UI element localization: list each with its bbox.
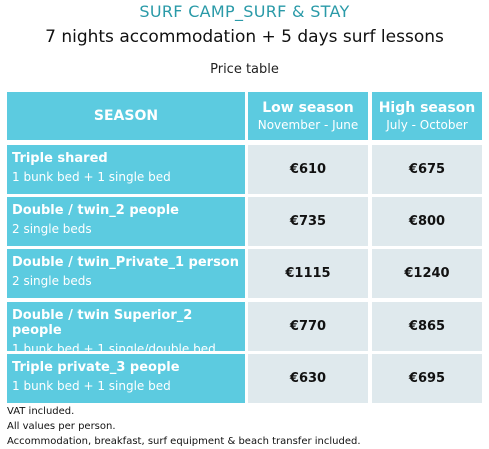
row-name: Double / twin_2 people [12, 203, 179, 219]
price-low: €610 [248, 145, 368, 194]
row-description: 1 bunk bed + 1 single bed [12, 378, 171, 393]
price-high: €800 [372, 197, 482, 247]
column-period: November - June [257, 118, 359, 132]
caption: Price table [210, 62, 279, 77]
row-description: 2 single beds [12, 274, 92, 289]
row-name: Triple shared [12, 151, 108, 166]
subtitle: 7 nights accommodation + 5 days surf les… [45, 27, 444, 47]
price-low: €1115 [248, 249, 368, 299]
row-label: Double / twin_2 people 2 single beds [7, 197, 245, 247]
column-title: Low season [262, 100, 354, 116]
price-low: €735 [248, 197, 368, 247]
row-description: 1 bunk bed + 1 single bed [12, 170, 171, 184]
header-cell: Low season November - June [248, 92, 368, 140]
header-cell: High season July - October [372, 92, 482, 140]
note-line: All values per person. [7, 421, 116, 432]
row-name: Triple private_3 people [12, 359, 180, 375]
row-label: Triple shared 1 bunk bed + 1 single bed [7, 145, 245, 194]
note-line: VAT included. [7, 406, 75, 417]
price-high: €865 [372, 301, 482, 351]
price-high: €695 [372, 353, 482, 403]
row-name: Double / twin Superior_2 people [12, 307, 193, 338]
row-name: Double / twin_Private_1 person [12, 255, 239, 271]
column-title: High season [378, 100, 476, 116]
row-description: 1 bunk bed + 1 single/double bed [12, 341, 216, 356]
price-low: €770 [248, 301, 368, 351]
column-period: July - October [386, 118, 468, 132]
row-label: Triple private_3 people 1 bunk bed + 1 si… [7, 353, 245, 403]
price-high: €1240 [372, 249, 482, 299]
notes: VAT included. All values per person. Accom… [7, 404, 361, 449]
price-high: €675 [372, 145, 482, 194]
title: SURF CAMP_SURF & STAY [139, 2, 350, 21]
column-title: SEASON [93, 108, 159, 124]
header-cell: SEASON [7, 92, 245, 140]
note-line: Accommodation, breakfast, surf equipment… [7, 436, 361, 447]
row-label: Double / twin_Private_1 person 2 single b… [7, 249, 245, 299]
row-description: 2 single beds [12, 222, 92, 237]
price-low: €630 [248, 353, 368, 403]
row-label: Double / twin Superior_2 people 1 bunk be… [7, 301, 245, 356]
